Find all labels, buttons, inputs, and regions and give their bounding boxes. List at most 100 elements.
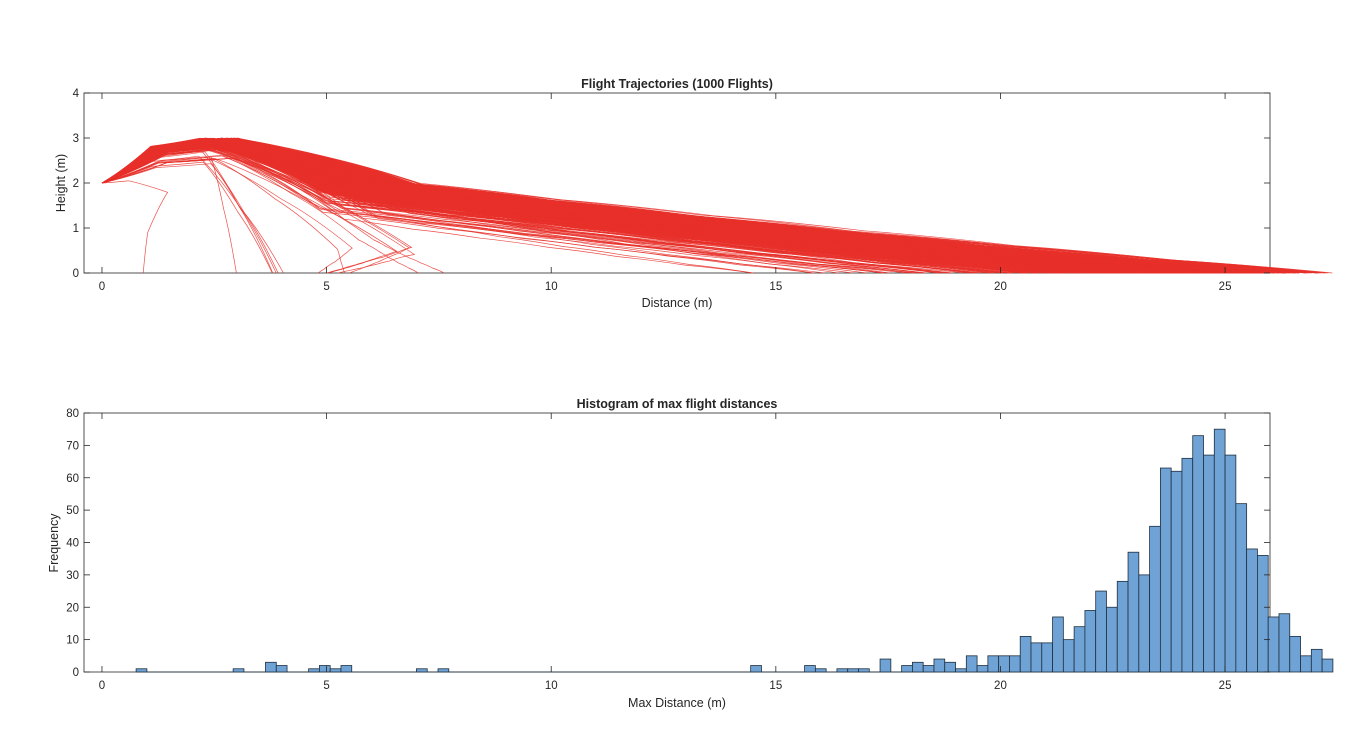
histogram-bar [1300, 655, 1312, 673]
histogram-bar [1246, 548, 1258, 673]
histogram-bar [1052, 616, 1064, 673]
histogram-bar [912, 661, 924, 673]
histogram-bar [879, 658, 892, 673]
histogram-bar [135, 668, 148, 673]
trajectory-xtick-label: 15 [769, 281, 782, 293]
trajectory-line [101, 161, 273, 274]
histogram-bar [1106, 606, 1118, 673]
trajectory-line [101, 163, 279, 274]
histogram-ytick-label: 20 [66, 602, 79, 614]
histogram-bar [922, 665, 935, 673]
trajectory-line [101, 157, 410, 274]
histogram-xtick-label: 25 [1219, 680, 1232, 692]
trajectory-line [101, 140, 1329, 274]
histogram-bar [1030, 642, 1043, 673]
histogram-bar [1116, 580, 1129, 673]
trajectory-line [101, 141, 1317, 274]
histogram-axes-box [83, 412, 1271, 673]
histogram-bar [1192, 435, 1204, 673]
histogram-bar [319, 665, 331, 673]
trajectory-ytick-label: 2 [73, 178, 79, 190]
trajectory-lines [101, 137, 1333, 274]
histogram-bar [933, 658, 946, 673]
histogram-bar [437, 668, 450, 673]
trajectory-ytick-label: 0 [73, 268, 79, 280]
histogram-bar [814, 668, 827, 673]
histogram-ytick-label: 0 [73, 667, 79, 679]
histogram-ticks: 0 5 10 15 20 25 0 10 20 30 40 50 60 70 80 [66, 408, 1270, 692]
histogram-bar [232, 668, 245, 673]
trajectory-ylabel: Height (m) [54, 154, 68, 212]
histogram-bar [329, 668, 342, 673]
histogram-bar [1159, 467, 1172, 673]
trajectory-xtick-label: 0 [99, 281, 105, 293]
histogram-xtick-label: 0 [99, 680, 105, 692]
histogram-bar [1019, 635, 1032, 673]
histogram-bar [1289, 635, 1301, 673]
trajectory-line [101, 158, 345, 274]
histogram-bar [1084, 610, 1097, 673]
histogram-bar [1073, 626, 1086, 673]
histogram-ytick-label: 60 [66, 473, 79, 485]
histogram-bar [275, 665, 288, 673]
histogram-ytick-label: 30 [66, 570, 79, 582]
trajectory-plot: 0 5 10 15 20 25 0 1 2 3 4 Flight Trajectories (100… [54, 77, 1333, 310]
histogram-bar [416, 668, 428, 673]
histogram-bar [1224, 454, 1237, 673]
histogram-ytick-label: 50 [66, 505, 79, 517]
histogram-bar [750, 665, 762, 673]
histogram-bar [944, 661, 956, 673]
histogram-xtick-label: 5 [323, 680, 329, 692]
histogram-bar [955, 668, 967, 673]
histogram-bar [1062, 639, 1075, 673]
trajectory-line [101, 155, 419, 274]
histogram-bar [1213, 428, 1226, 673]
trajectory-line [101, 154, 445, 274]
trajectory-line [101, 138, 1313, 274]
histogram-bar [1203, 454, 1215, 673]
histogram-bar [965, 655, 978, 673]
histogram-ytick-label: 70 [66, 440, 79, 452]
trajectory-ytick-label: 1 [73, 223, 79, 235]
trajectory-line [101, 180, 169, 274]
histogram-ytick-label: 10 [66, 635, 79, 647]
histogram-bar [901, 665, 913, 673]
histogram-title: Histogram of max flight distances [577, 397, 778, 411]
histogram-bar [1181, 457, 1194, 673]
histogram-bar [836, 668, 849, 673]
histogram-bar [1127, 551, 1140, 673]
trajectory-title: Flight Trajectories (1000 Flights) [581, 77, 773, 91]
histogram-bar [340, 665, 353, 673]
histogram-bar [847, 668, 859, 673]
histogram-xtick-label: 15 [769, 680, 782, 692]
histogram-bar [1235, 503, 1248, 673]
histogram-bar [1041, 642, 1053, 673]
trajectory-xtick-label: 20 [994, 281, 1007, 293]
histogram-bar [1009, 655, 1021, 673]
histogram-bar [1278, 613, 1291, 673]
trajectory-ytick-label: 4 [73, 88, 80, 100]
histogram-bar [858, 668, 870, 673]
histogram-bar [1257, 555, 1269, 673]
trajectory-xtick-label: 10 [545, 281, 558, 293]
trajectory-xlabel: Distance (m) [642, 296, 713, 310]
histogram-xlabel: Max Distance (m) [628, 696, 726, 710]
histogram-bar [265, 661, 277, 673]
histogram-bar [1138, 574, 1151, 673]
histogram-xtick-label: 10 [545, 680, 558, 692]
histogram-bar [308, 668, 320, 673]
trajectory-line [101, 137, 1333, 274]
histogram-ytick-label: 80 [66, 408, 79, 420]
histogram-bar [1095, 590, 1107, 673]
histogram-ytick-label: 40 [66, 538, 79, 550]
trajectory-ytick-label: 3 [73, 133, 79, 145]
histogram-bar [987, 655, 1000, 673]
trajectory-axes-box [83, 92, 1271, 274]
histogram-bar [1321, 658, 1334, 673]
trajectory-xtick-label: 5 [323, 281, 329, 293]
histogram-bars [135, 428, 1334, 673]
trajectory-ticks: 0 5 10 15 20 25 0 1 2 3 4 [73, 88, 1270, 293]
histogram-xtick-label: 20 [994, 680, 1007, 692]
histogram-bar [804, 665, 816, 673]
